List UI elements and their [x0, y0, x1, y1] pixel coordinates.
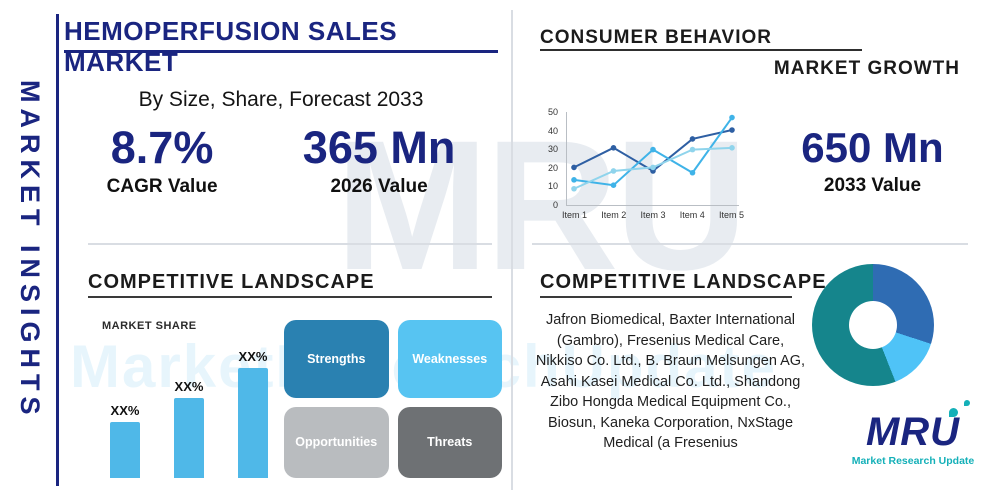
company-list: Jafron Biomedical, Baxter International …	[535, 312, 806, 452]
cagr-label: CAGR Value	[106, 176, 218, 198]
bar-group: XX%	[174, 379, 204, 478]
y-tick-label: 40	[547, 125, 558, 136]
brand-logo-text: MRU	[865, 410, 961, 454]
left-section-divider	[88, 243, 492, 245]
value-2033: 650 Mn	[801, 124, 944, 171]
swot-threats: Threats	[397, 406, 502, 478]
line-chart	[566, 112, 739, 206]
bar	[110, 422, 140, 478]
bar-group: XX%	[238, 349, 268, 478]
vertical-title-text: MARKET INSIGHTS	[15, 79, 45, 421]
competitive-landscape-left-underline	[88, 296, 492, 298]
bar-value-label: XX%	[174, 379, 204, 394]
competitive-landscape-right-underline	[540, 296, 792, 298]
vertical-rule	[56, 14, 59, 486]
swot-weaknesses: Weaknesses	[397, 320, 502, 398]
donut-hole	[849, 301, 897, 349]
title-underline	[64, 50, 498, 53]
consumer-behavior-underline	[540, 49, 862, 51]
consumer-behavior-heading: CONSUMER BEHAVIOR	[540, 27, 772, 48]
right-section-divider	[532, 243, 968, 245]
swot-strengths: Strengths	[284, 320, 389, 398]
bar	[238, 368, 268, 478]
value-2026-label: 2026 Value	[330, 176, 428, 198]
brand-logo: MRU Market Research Update	[838, 400, 988, 467]
market-share-bar-chart: XX% XX% XX%	[104, 336, 274, 478]
value-2033-stat: 650 Mn 2033 Value	[775, 124, 970, 197]
cagr-value: 8.7%	[110, 122, 214, 173]
line-chart-svg	[571, 114, 735, 192]
cagr-stat: 8.7% CAGR Value	[107, 124, 218, 198]
swot-opportunities: Opportunities	[284, 406, 389, 478]
x-tick-label: Item 2	[601, 210, 627, 220]
y-tick-label: 50	[547, 107, 558, 117]
y-tick-label: 20	[547, 162, 558, 173]
market-share-label: MARKET SHARE	[102, 320, 197, 332]
market-growth-heading: MARKET GROWTH	[773, 58, 960, 79]
value-2033-label: 2033 Value	[823, 175, 922, 197]
logo-droplet-icon	[964, 400, 970, 406]
line-chart-y-axis: 50 40 30 20 10 0	[536, 107, 558, 210]
x-tick-label: Item 3	[640, 210, 666, 220]
competitive-landscape-right-heading: COMPETITIVE LANDSCAPE	[540, 271, 827, 293]
logo-droplet-icon	[949, 408, 958, 417]
y-tick-label: 10	[547, 181, 558, 192]
stats-row: 8.7% CAGR Value 365 Mn 2026 Value	[64, 124, 498, 198]
line-chart-x-axis: Item 1 Item 2 Item 3 Item 4 Item 5	[562, 210, 744, 220]
x-tick-label: Item 1	[562, 210, 588, 220]
vertical-market-insights-title: MARKET INSIGHTS	[14, 0, 45, 500]
x-tick-label: Item 4	[679, 210, 705, 220]
bar-group: XX%	[110, 403, 140, 478]
brand-logo-subtext: Market Research Update	[851, 455, 975, 467]
center-vertical-divider	[511, 10, 513, 490]
bar-value-label: XX%	[110, 403, 140, 418]
watermark-logo: MRU	[335, 103, 748, 309]
x-tick-label: Item 5	[718, 210, 744, 220]
y-tick-label: 30	[547, 144, 558, 155]
donut-chart	[812, 264, 934, 386]
y-tick-label: 0	[552, 199, 558, 210]
page-title: HEMOPERFUSION SALES MARKET	[64, 16, 398, 77]
swot-grid: Strengths Weaknesses Opportunities Threa…	[284, 320, 502, 478]
bar	[174, 398, 204, 478]
competitive-landscape-left-heading: COMPETITIVE LANDSCAPE	[88, 271, 375, 293]
bar-value-label: XX%	[238, 349, 268, 364]
value-2026: 365 Mn	[302, 122, 456, 173]
value-2026-stat: 365 Mn 2026 Value	[303, 124, 456, 198]
subtitle: By Size, Share, Forecast 2033	[138, 88, 424, 111]
